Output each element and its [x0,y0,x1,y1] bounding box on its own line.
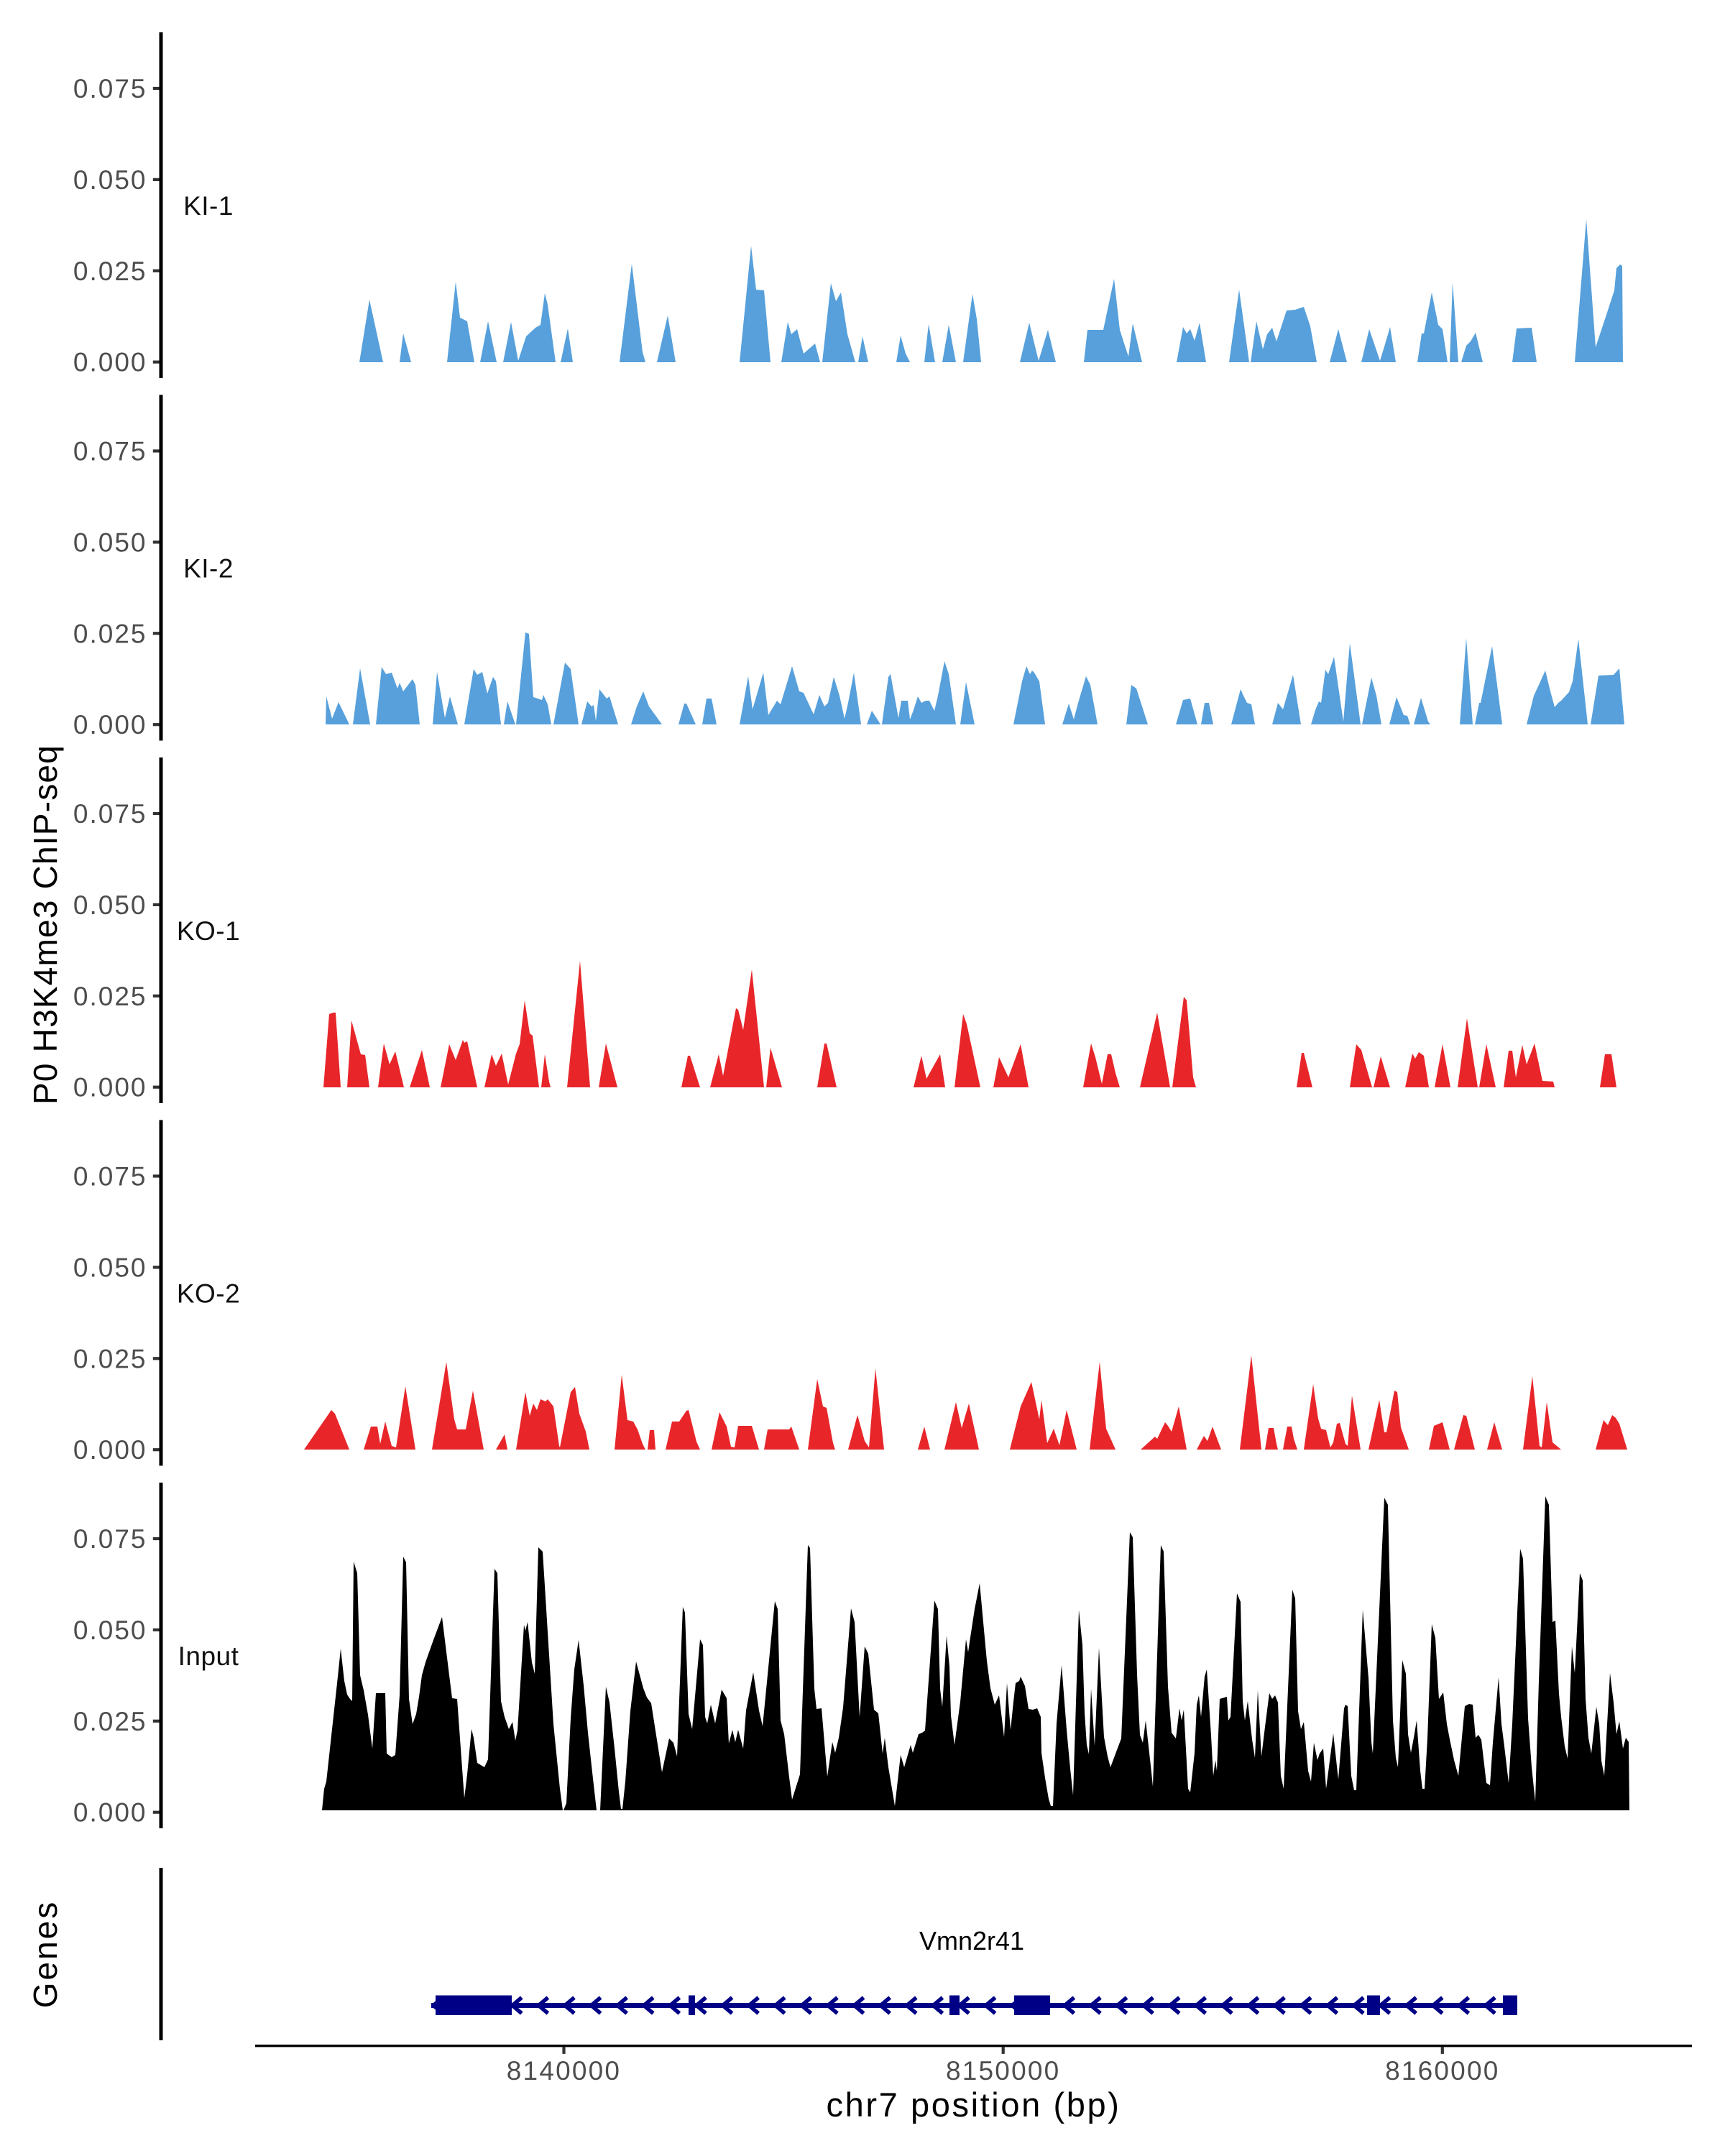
svg-text:Input: Input [178,1641,239,1671]
svg-text:0.075: 0.075 [73,1162,147,1192]
svg-text:KO-1: KO-1 [177,916,240,946]
svg-text:0.000: 0.000 [73,1073,147,1102]
svg-text:0.025: 0.025 [73,257,147,286]
svg-text:0.000: 0.000 [73,1798,147,1828]
svg-text:8150000: 8150000 [946,2056,1060,2086]
svg-text:Genes: Genes [27,1900,64,2009]
svg-text:0.025: 0.025 [73,619,147,648]
svg-text:KI-1: KI-1 [183,191,234,221]
svg-text:0.050: 0.050 [73,1616,147,1645]
svg-text:chr7 position (bp): chr7 position (bp) [827,2086,1121,2124]
svg-text:8140000: 8140000 [507,2056,621,2086]
svg-text:0.050: 0.050 [73,890,147,920]
svg-text:0.025: 0.025 [73,1707,147,1736]
svg-text:0.075: 0.075 [73,74,147,103]
svg-text:0.050: 0.050 [73,165,147,195]
svg-text:0.000: 0.000 [73,348,147,377]
svg-text:0.075: 0.075 [73,1524,147,1554]
svg-text:0.050: 0.050 [73,528,147,557]
svg-text:Vmn2r41: Vmn2r41 [919,1926,1024,1955]
svg-text:KO-2: KO-2 [177,1279,240,1309]
svg-text:0.025: 0.025 [73,1344,147,1373]
svg-text:0.050: 0.050 [73,1253,147,1282]
svg-text:0.025: 0.025 [73,982,147,1011]
svg-text:P0 H3K4me3 ChIP-seq: P0 H3K4me3 ChIP-seq [27,745,64,1105]
svg-text:0.000: 0.000 [73,710,147,740]
svg-text:0.075: 0.075 [73,799,147,829]
svg-text:0.075: 0.075 [73,437,147,466]
svg-text:8160000: 8160000 [1385,2056,1499,2086]
svg-text:0.000: 0.000 [73,1435,147,1465]
svg-text:KI-2: KI-2 [183,554,234,584]
